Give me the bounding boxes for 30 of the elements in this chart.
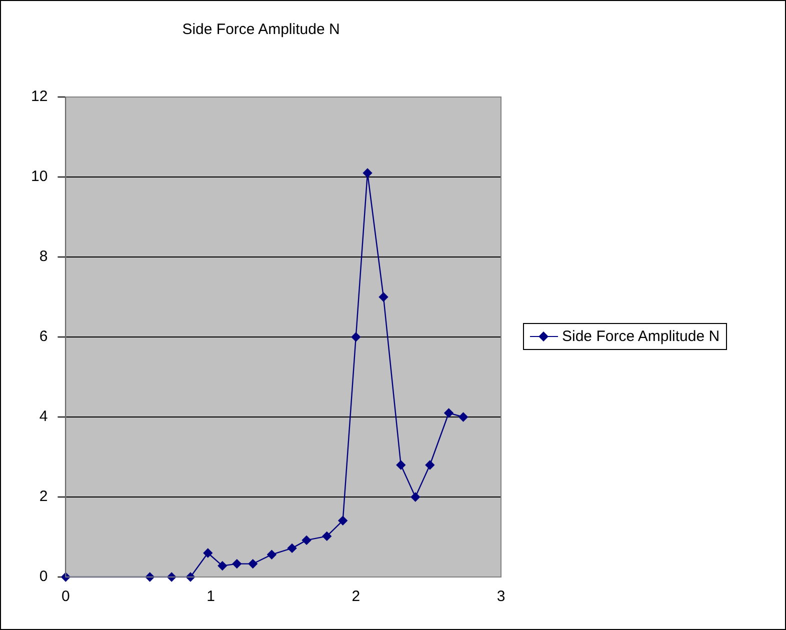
point (232, 559, 242, 568)
point (322, 532, 332, 541)
y-tick-label: 8 (39, 248, 48, 266)
chart-title: Side Force Amplitude N (182, 21, 340, 38)
point (338, 516, 348, 526)
legend-label: Side Force Amplitude N (562, 328, 720, 345)
point (410, 492, 420, 502)
point (444, 408, 454, 418)
point (362, 168, 372, 178)
y-tick-label: 6 (39, 328, 48, 346)
y-tick-label: 0 (39, 568, 48, 586)
point (378, 292, 388, 302)
point (248, 559, 258, 568)
x-tick-label: 0 (62, 588, 70, 606)
x-tick-label: 2 (352, 588, 360, 606)
point (458, 412, 468, 422)
y-tick-label: 12 (30, 88, 48, 106)
x-tick-label: 1 (206, 588, 215, 606)
point (267, 550, 276, 560)
point (351, 332, 360, 342)
point (396, 460, 406, 470)
point (203, 548, 212, 558)
x-tick-label: 3 (496, 588, 506, 606)
y-tick-label: 4 (39, 408, 48, 426)
y-tick-label: 10 (30, 168, 48, 186)
point (425, 460, 434, 470)
y-tick-label: 2 (39, 488, 48, 506)
point (218, 561, 227, 570)
point (302, 536, 312, 545)
point (287, 544, 297, 553)
